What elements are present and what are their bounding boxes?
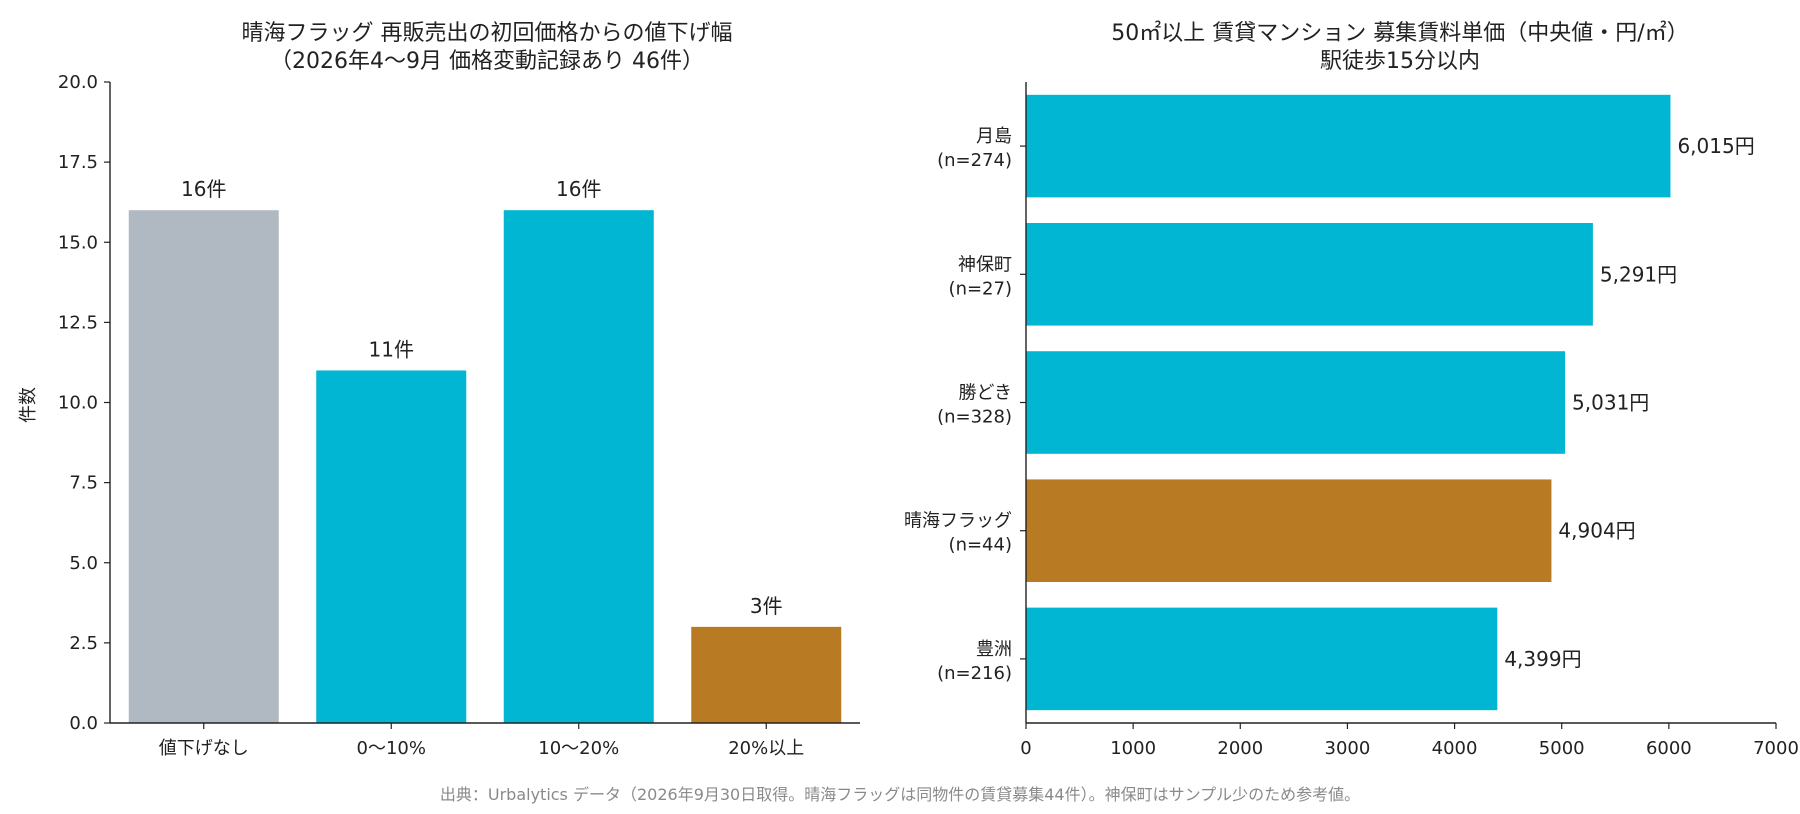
left-y-tick-label-7: 17.5	[58, 152, 98, 173]
right-y-tick-count-3: (n=44)	[949, 535, 1012, 556]
right-y-tick-label-1: 神保町	[958, 254, 1012, 275]
left-x-tick-label-0: 値下げなし	[159, 738, 249, 759]
right-x-tick-label-6: 6000	[1646, 738, 1692, 759]
left-bar-3	[691, 626, 842, 723]
right-y-tick-count-2: (n=328)	[937, 407, 1012, 428]
left-x-tick-label-3: 20%以上	[728, 738, 804, 759]
source-note: 出典：Urbalytics データ（2026年9月30日取得。晴海フラッグは同物…	[440, 785, 1360, 804]
right-x-tick-label-0: 0	[1020, 738, 1031, 759]
right-bar-data-label-2: 5,031円	[1572, 391, 1649, 415]
right-bar-3	[1026, 479, 1552, 582]
left-y-tick-label-1: 2.5	[69, 633, 98, 654]
right-x-tick-label-4: 4000	[1432, 738, 1478, 759]
right-chart-marks: 6,015円 5,291円 5,031円 4,904円 4,399円	[1026, 94, 1755, 711]
right-y-tick-count-4: (n=216)	[937, 663, 1012, 684]
left-chart-axes: 値下げなし 0〜10% 10〜20% 20%以上 0.0 2.5 5.0 7.5 10.0 12.…	[58, 72, 860, 759]
right-y-tick-label-3: 晴海フラッグ	[904, 511, 1012, 532]
right-chart-title-line-1: 50㎡以上 賃貸マンション 募集賃料単価（中央値・円/㎡）	[1111, 20, 1688, 46]
left-x-tick-label-1: 0〜10%	[357, 738, 426, 759]
left-y-tick-label-0: 0.0	[69, 713, 98, 734]
left-y-tick-label-8: 20.0	[58, 72, 98, 93]
right-bar-2	[1026, 351, 1566, 454]
left-y-tick-label-5: 12.5	[58, 312, 98, 333]
right-bar-chart: 50㎡以上 賃貸マンション 募集賃料単価（中央値・円/㎡） 駅徒歩15分以内 6…	[904, 20, 1799, 759]
left-bar-data-label-1: 11件	[369, 337, 414, 361]
left-chart-marks: 16件 11件 16件 3件	[128, 177, 842, 723]
right-bar-0	[1026, 94, 1671, 198]
left-bar-data-label-0: 16件	[181, 177, 226, 201]
right-x-tick-label-1: 1000	[1110, 738, 1156, 759]
right-y-tick-label-2: 勝どき	[959, 383, 1012, 404]
left-y-tick-label-2: 5.0	[69, 553, 98, 574]
right-bar-data-label-0: 6,015円	[1677, 134, 1754, 158]
right-y-tick-label-4: 豊洲	[976, 639, 1012, 660]
left-bar-data-label-2: 16件	[556, 177, 601, 201]
right-chart-axes: 月島 (n=274) 神保町 (n=27) 勝どき (n=328) 晴海フラッグ (n=44)…	[904, 82, 1799, 759]
left-chart-y-axis-label: 件数	[18, 387, 39, 423]
right-x-tick-label-2: 2000	[1217, 738, 1263, 759]
right-bar-data-label-4: 4,399円	[1504, 647, 1581, 671]
left-y-tick-label-4: 10.0	[58, 393, 98, 414]
right-chart-title-line-2: 駅徒歩15分以内	[1320, 49, 1480, 74]
right-bar-1	[1026, 223, 1593, 326]
left-bar-data-label-3: 3件	[750, 594, 783, 618]
left-bar-0	[128, 210, 279, 723]
left-chart-title-line-2: （2026年4〜9月 価格変動記録あり 46件）	[270, 49, 704, 74]
right-x-tick-label-3: 3000	[1325, 738, 1371, 759]
left-bar-chart: 晴海フラッグ 再販売出の初回価格からの値下げ幅 （2026年4〜9月 価格変動記…	[18, 21, 860, 759]
left-bar-1	[316, 370, 467, 723]
right-y-tick-count-1: (n=27)	[949, 278, 1012, 299]
right-x-tick-label-5: 5000	[1539, 738, 1585, 759]
right-bar-data-label-1: 5,291円	[1600, 262, 1677, 286]
right-bar-4	[1026, 607, 1498, 711]
right-y-tick-label-0: 月島	[976, 126, 1012, 147]
right-y-tick-count-0: (n=274)	[937, 150, 1012, 171]
left-chart-title-line-1: 晴海フラッグ 再販売出の初回価格からの値下げ幅	[242, 21, 733, 46]
right-bar-data-label-3: 4,904円	[1558, 519, 1635, 543]
left-y-tick-label-6: 15.0	[58, 232, 98, 253]
left-x-tick-label-2: 10〜20%	[538, 738, 619, 759]
right-x-tick-label-7: 7000	[1753, 738, 1799, 759]
left-y-tick-label-3: 7.5	[69, 473, 98, 494]
left-bar-2	[503, 210, 654, 723]
